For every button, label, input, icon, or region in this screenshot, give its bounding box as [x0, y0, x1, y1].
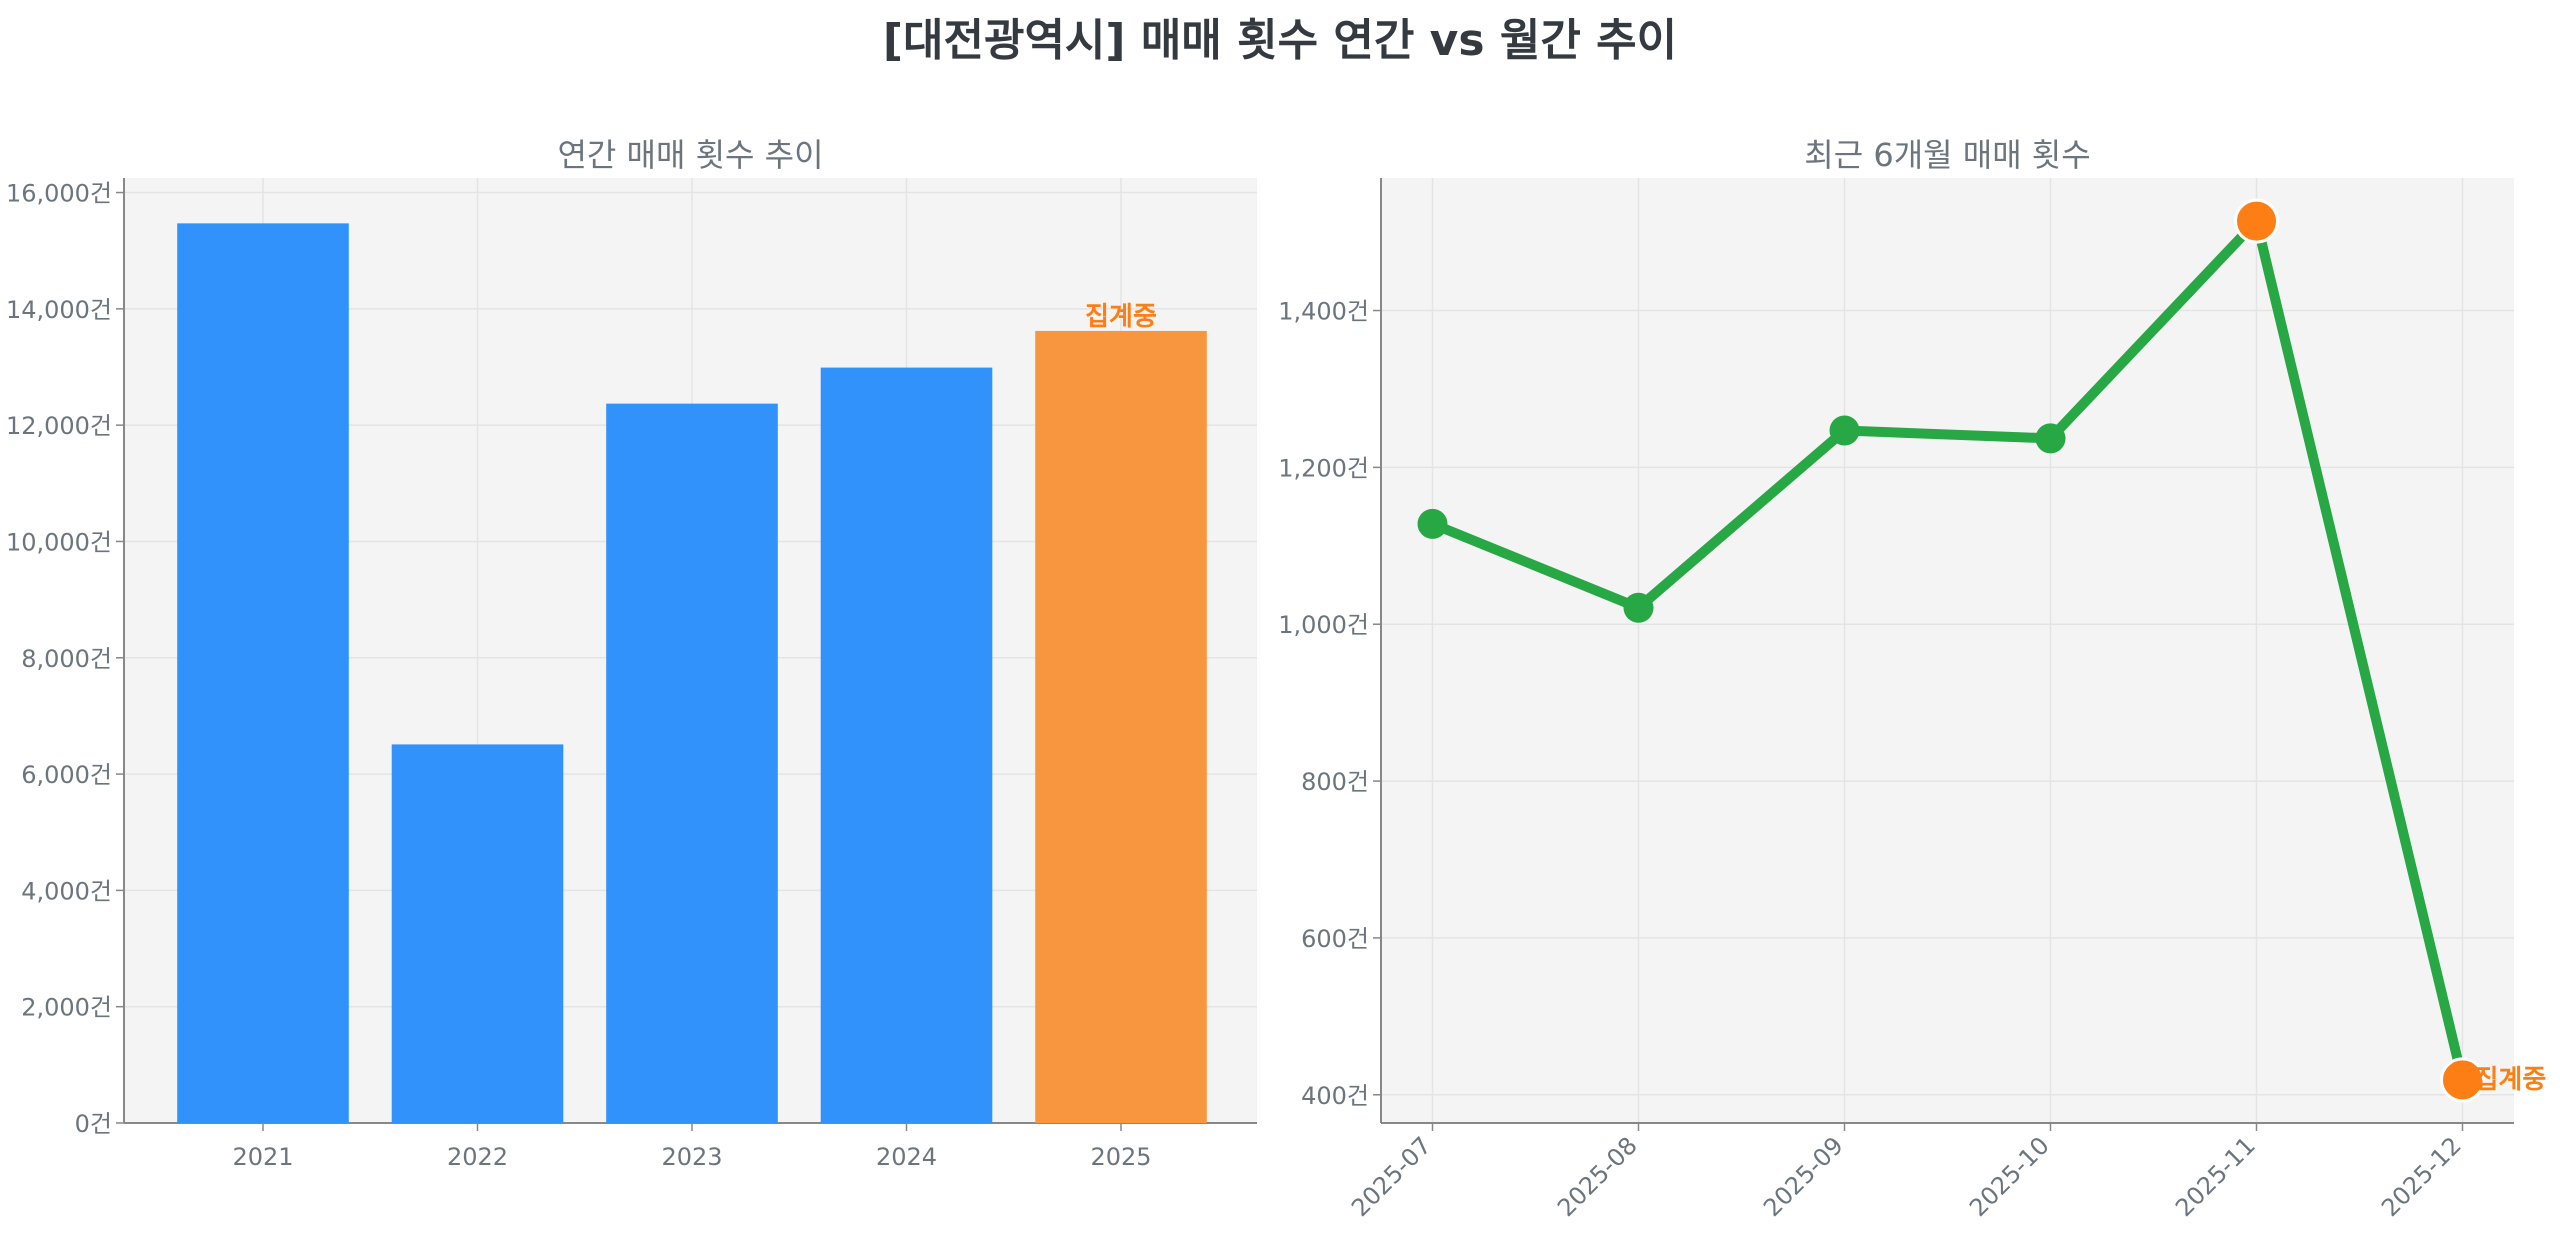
data-point-2025-08 [1623, 592, 1654, 623]
subplot-title: 연간 매매 횟수 추이 [557, 136, 823, 174]
x-tick-label: 2021 [232, 1143, 293, 1171]
subplot-title: 최근 6개월 매매 횟수 [1804, 136, 2090, 174]
y-tick-label: 14,000건 [6, 296, 112, 324]
x-tick-label: 2023 [661, 1143, 722, 1171]
x-tick-label: 2025-12 [2376, 1131, 2467, 1222]
x-tick-label: 2025 [1090, 1143, 1151, 1171]
figure-title: [대전광역시] 매매 횟수 연간 vs 월간 추이 [882, 15, 1678, 66]
point-annotation: 집계중 [2475, 1065, 2547, 1095]
data-point-2025-12 [2440, 1057, 2485, 1103]
x-tick-label: 2025-10 [1964, 1131, 2055, 1222]
bar-2023 [606, 403, 778, 1123]
y-tick-label: 800건 [1301, 768, 1369, 796]
y-tick-label: 600건 [1301, 925, 1369, 953]
data-point-2025-11 [2234, 198, 2279, 244]
x-tick-label: 2025-08 [1552, 1131, 1643, 1222]
y-tick-label: 6,000건 [21, 761, 112, 789]
bar-2022 [391, 744, 564, 1123]
y-tick-label: 400건 [1301, 1082, 1369, 1110]
y-tick-label: 1,400건 [1278, 298, 1369, 326]
series-line [1430, 216, 2468, 1082]
x-tick-label: 2025-07 [1346, 1131, 1437, 1222]
y-tick-label: 16,000건 [6, 180, 112, 208]
bar-2025 [1035, 330, 1207, 1124]
y-tick-label: 10,000건 [6, 528, 112, 556]
data-point-2025-10 [2035, 423, 2066, 454]
bar-annotation: 집계중 [1085, 302, 1157, 332]
y-tick-label: 1,000건 [1278, 611, 1369, 639]
y-tick-label: 2,000건 [21, 994, 112, 1022]
y-tick-label: 8,000건 [21, 645, 112, 673]
y-tick-label: 12,000건 [6, 412, 112, 440]
y-tick-label: 0건 [75, 1110, 112, 1138]
bar-2021 [177, 223, 349, 1124]
y-tick-label: 4,000건 [21, 877, 112, 905]
x-tick-label: 2022 [447, 1143, 508, 1171]
x-tick-label: 2024 [876, 1143, 937, 1171]
axes-background [1381, 178, 2514, 1123]
data-point-2025-09 [1829, 415, 1860, 446]
data-point-2025-07 [1417, 508, 1448, 539]
y-tick-label: 1,200건 [1278, 454, 1369, 482]
bar-2024 [820, 367, 993, 1123]
x-tick-label: 2025-11 [2170, 1131, 2261, 1222]
x-tick-label: 2025-09 [1758, 1131, 1849, 1222]
